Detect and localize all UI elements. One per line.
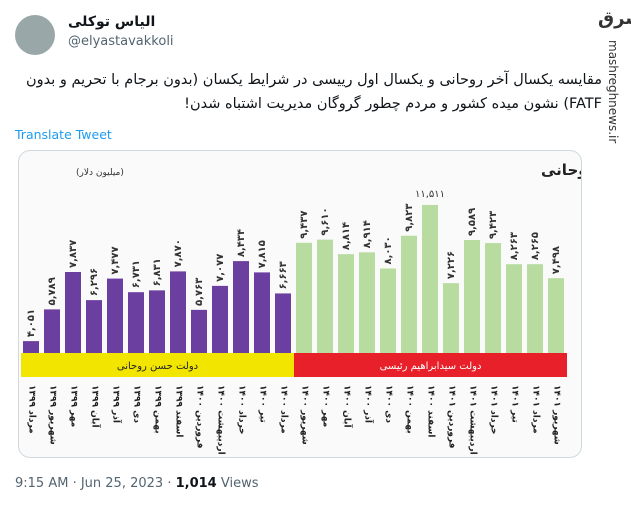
data-label: ۴,۰۵۱ bbox=[26, 309, 37, 337]
views-count: 1,014 bbox=[175, 476, 217, 491]
x-tick-label: خرداد ۱۴۰۱ bbox=[489, 385, 499, 435]
bar bbox=[170, 271, 186, 353]
data-label: ۷,۲۲۶ bbox=[446, 251, 457, 279]
x-tick-label: مرداد ۱۳۹۹ bbox=[27, 385, 37, 434]
bar bbox=[254, 272, 270, 353]
data-label: ۷,۸۷۰ bbox=[173, 239, 184, 267]
x-tick-label: اسفند ۱۴۰۰ bbox=[426, 385, 436, 437]
bar bbox=[485, 243, 501, 353]
x-tick-label: آبان ۱۳۹۹ bbox=[90, 385, 102, 429]
data-label: ۸,۸۱۴ bbox=[341, 222, 352, 250]
data-label: ۹,۴۲۳ bbox=[488, 211, 499, 239]
bar bbox=[296, 242, 312, 353]
bar bbox=[23, 341, 39, 353]
data-label: ۶,۲۹۶ bbox=[89, 268, 100, 296]
x-tick-label: مرداد ۱۴۰۰ bbox=[279, 385, 289, 434]
views-label: Views bbox=[220, 476, 259, 491]
chart: حجم تجارت غیرنفتی ایران در ۱۳ماه از دولت… bbox=[21, 161, 581, 455]
bar bbox=[191, 309, 207, 353]
bar bbox=[275, 293, 291, 353]
bar bbox=[212, 285, 228, 353]
legend-label: دولت حسن روحانی bbox=[117, 361, 198, 372]
x-tick-label: دی ۱۴۰۰ bbox=[384, 385, 394, 423]
data-label: ۷,۸۱۵ bbox=[257, 240, 268, 268]
bar bbox=[86, 300, 102, 353]
data-label: ۷,۰۷۷ bbox=[215, 254, 226, 282]
bar bbox=[443, 283, 459, 353]
data-label: ۶,۸۳۱ bbox=[152, 258, 163, 286]
x-tick-label: شهریور ۱۴۰۱ bbox=[552, 385, 562, 445]
data-label: ۹,۶۱۰ bbox=[320, 207, 331, 235]
data-label: ۵,۷۸۹ bbox=[47, 277, 58, 305]
avatar[interactable] bbox=[15, 15, 55, 55]
bar bbox=[464, 240, 480, 353]
bar bbox=[128, 292, 144, 353]
bar bbox=[233, 261, 249, 353]
x-tick-label: آبان ۱۴۰۰ bbox=[342, 385, 354, 429]
watermark-logo: مشرق bbox=[598, 8, 631, 29]
chart-subtitle: (میلیون دلار) bbox=[76, 168, 124, 178]
x-tick-label: مرداد ۱۴۰۱ bbox=[531, 385, 541, 434]
legend-band bbox=[294, 353, 567, 377]
date[interactable]: Jun 25, 2023 bbox=[80, 476, 164, 491]
tweet-meta: 9:15 AM · Jun 25, 2023 · 1,014 Views bbox=[15, 476, 259, 491]
x-tick-label: شهریور ۱۳۹۹ bbox=[48, 385, 58, 445]
time[interactable]: 9:15 AM bbox=[15, 476, 69, 491]
tweet-text: مقایسه یکسال آخر روحانی و یکسال اول رییس… bbox=[25, 72, 602, 112]
data-label: ۶,۶۶۳ bbox=[278, 261, 289, 289]
data-label: ۸,۹۱۴ bbox=[362, 220, 373, 248]
data-label: ۸,۴۳۴ bbox=[236, 229, 247, 257]
bar bbox=[506, 264, 522, 353]
bar bbox=[149, 290, 165, 353]
data-label: ۹,۴۳۷ bbox=[299, 211, 310, 239]
bar bbox=[44, 309, 60, 353]
chart-title: حجم تجارت غیرنفتی ایران در ۱۳ماه از دولت… bbox=[541, 161, 581, 179]
x-tick-label: فروردین ۱۴۰۱ bbox=[447, 385, 457, 449]
x-tick-label: مهر ۱۳۹۹ bbox=[69, 385, 79, 427]
tweet-image[interactable]: حجم تجارت غیرنفتی ایران در ۱۳ماه از دولت… bbox=[18, 150, 582, 458]
x-tick-label: مهر ۱۴۰۰ bbox=[321, 385, 331, 427]
x-tick-label: بهمن ۱۳۹۹ bbox=[153, 385, 163, 434]
x-tick-label: تیر ۱۴۰۱ bbox=[510, 385, 520, 423]
x-tick-label: اسفند ۱۳۹۹ bbox=[174, 385, 184, 437]
data-label: ۸,۰۳۰ bbox=[383, 236, 394, 264]
x-tick-label: اردیبهشت ۱۴۰۱ bbox=[468, 385, 478, 455]
x-tick-label: شهریور ۱۴۰۰ bbox=[300, 385, 310, 445]
bar bbox=[317, 239, 333, 353]
data-label: ۷,۸۳۷ bbox=[68, 240, 79, 268]
x-tick-label: اردیبهشت ۱۴۰۰ bbox=[216, 385, 226, 455]
bar bbox=[527, 264, 543, 353]
x-tick-label: فروردین ۱۴۰۰ bbox=[195, 385, 205, 449]
data-label: ۹,۵۸۹ bbox=[467, 208, 478, 236]
watermark-site: mashreghnews.ir bbox=[606, 40, 620, 144]
translate-link[interactable]: Translate Tweet bbox=[15, 127, 112, 142]
bar bbox=[338, 254, 354, 353]
bar bbox=[401, 235, 417, 353]
bar bbox=[359, 252, 375, 353]
handle[interactable]: @elyastavakkoli bbox=[68, 34, 174, 49]
bar bbox=[65, 271, 81, 353]
x-tick-label: خرداد ۱۴۰۰ bbox=[237, 385, 247, 435]
bar bbox=[107, 278, 123, 353]
data-label: ۸,۲۶۳ bbox=[509, 232, 520, 260]
x-tick-label: آذر ۱۳۹۹ bbox=[111, 385, 123, 424]
data-label: ۶,۷۳۱ bbox=[131, 260, 142, 288]
x-tick-label: دی ۱۳۹۹ bbox=[132, 385, 142, 423]
bar bbox=[422, 204, 438, 353]
data-label: ۸,۲۶۵ bbox=[530, 232, 541, 260]
x-tick-label: تیر ۱۴۰۰ bbox=[258, 385, 268, 423]
x-tick-label: بهمن ۱۴۰۰ bbox=[405, 385, 415, 434]
x-tick-label: آذر ۱۴۰۰ bbox=[363, 385, 375, 424]
bar bbox=[548, 278, 564, 353]
legend-label: دولت سیدابراهیم رئیسی bbox=[380, 361, 482, 372]
data-label: ۷,۴۷۷ bbox=[110, 246, 121, 274]
data-label: ۹,۸۲۳ bbox=[404, 204, 415, 232]
data-label: ۵,۷۶۳ bbox=[194, 278, 205, 306]
display-name[interactable]: الیاس توکلی bbox=[68, 14, 156, 30]
data-label: ۱۱,۵۱۱ bbox=[415, 189, 445, 200]
data-label: ۷,۴۹۸ bbox=[551, 246, 562, 274]
bar bbox=[380, 268, 396, 353]
legend-band bbox=[21, 353, 294, 377]
